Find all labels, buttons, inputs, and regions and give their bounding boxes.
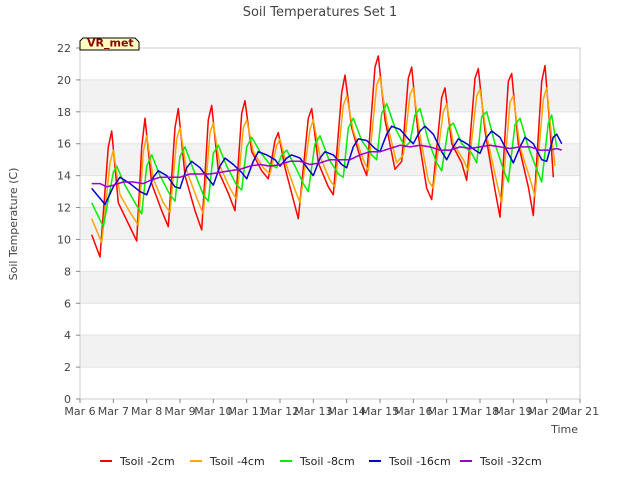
x-tick-label: Mar 7 — [98, 405, 129, 418]
legend-label: Tsoil -4cm — [209, 455, 265, 468]
x-tick-label: Mar 16 — [394, 405, 432, 418]
grid-band — [80, 271, 580, 304]
plot-frame — [79, 47, 581, 400]
legend-label: Tsoil -32cm — [479, 455, 542, 468]
y-tick-label: 10 — [57, 233, 71, 246]
y-tick-label: 8 — [64, 265, 71, 278]
chart-title: Soil Temperatures Set 1 — [243, 5, 398, 20]
station-tag-label: VR_met — [87, 37, 134, 50]
x-tick-label: Mar 10 — [194, 405, 232, 418]
x-tick-label: Mar 18 — [461, 405, 499, 418]
x-tick-label: Mar 21 — [561, 405, 599, 418]
y-tick-label: 14 — [57, 170, 71, 183]
grid-band — [80, 207, 580, 240]
x-tick-label: Mar 9 — [164, 405, 195, 418]
grid-band — [80, 79, 580, 112]
y-tick-label: 18 — [57, 106, 71, 119]
legend: Tsoil -2cm Tsoil -4cm Tsoil -8cm Tsoil -16c… — [100, 455, 542, 468]
x-tick-label: Mar 14 — [328, 405, 366, 418]
grid-lines — [80, 47, 580, 400]
station-tag: VR_met — [79, 37, 140, 51]
y-tick-label: 0 — [64, 393, 71, 406]
x-tick-label: Mar 17 — [428, 405, 466, 418]
legend-label: Tsoil -2cm — [119, 455, 175, 468]
y-tick-label: 20 — [57, 74, 71, 87]
y-tick-label: 16 — [57, 138, 71, 151]
x-tick-label: Mar 15 — [361, 405, 399, 418]
y-tick-label: 12 — [57, 202, 71, 215]
x-tick-label: Mar 20 — [528, 405, 566, 418]
y-tick-label: 4 — [64, 329, 71, 342]
x-tick-label: Mar 19 — [494, 405, 532, 418]
legend-label: Tsoil -8cm — [299, 455, 355, 468]
x-tick-label: Mar 13 — [294, 405, 332, 418]
x-axis-label: Time — [550, 423, 578, 436]
y-tick-label: 2 — [64, 361, 71, 374]
series-line-tsoil-8cm — [91, 103, 558, 228]
grid-band — [80, 335, 580, 368]
legend-label: Tsoil -16cm — [388, 455, 451, 468]
series-lines — [90, 55, 563, 258]
y-tick-label: 6 — [64, 297, 71, 310]
x-tick-label: Mar 8 — [131, 405, 162, 418]
series-line-tsoil-32cm — [91, 144, 562, 188]
station-tag-box — [79, 37, 140, 51]
y-tick-label: 22 — [57, 42, 71, 55]
x-tick-label: Mar 6 — [64, 405, 95, 418]
y-axis-label: Soil Temperature (C) — [7, 168, 20, 281]
y-axis-ticks: 0 2 4 6 8 10 12 14 16 18 20 22 — [57, 42, 80, 406]
x-tick-label: Mar 12 — [261, 405, 299, 418]
grid-bands — [80, 79, 580, 368]
series-line-tsoil-4cm — [91, 75, 556, 244]
x-tick-label: Mar 11 — [228, 405, 266, 418]
